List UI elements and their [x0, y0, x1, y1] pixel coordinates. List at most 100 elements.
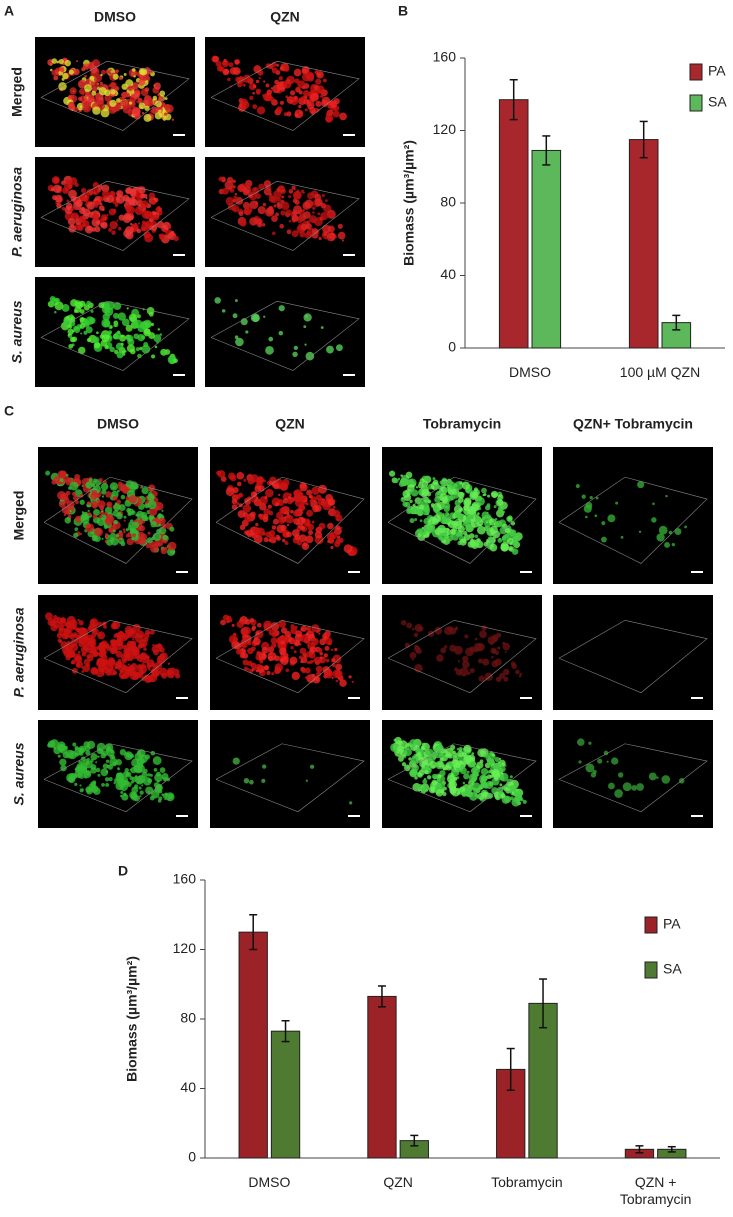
- cell-signal: [93, 514, 98, 519]
- cell-signal: [323, 79, 327, 83]
- cell-signal: [416, 486, 418, 488]
- cell-signal: [321, 503, 324, 506]
- cell-signal: [150, 521, 156, 527]
- cell-signal: [424, 770, 428, 774]
- cell-signal: [462, 481, 470, 489]
- cell-signal: [429, 516, 437, 524]
- cell-signal: [80, 309, 85, 314]
- cell-signal: [259, 653, 267, 661]
- cell-signal: [263, 203, 266, 206]
- cell-signal: [440, 757, 444, 761]
- cell-signal: [257, 623, 262, 628]
- legend-swatch: [690, 95, 702, 111]
- legend-label: SA: [708, 94, 727, 110]
- cell-signal: [457, 792, 460, 795]
- cell-signal: [517, 794, 521, 798]
- cell-signal: [235, 338, 244, 347]
- cell-signal: [499, 758, 501, 760]
- cell-signal: [235, 193, 238, 196]
- cell-signal: [154, 773, 163, 782]
- cell-signal: [493, 770, 500, 777]
- cell-signal: [62, 187, 69, 194]
- y-tick-label: 160: [433, 49, 457, 65]
- cell-signal: [450, 529, 456, 535]
- cell-signal: [476, 796, 479, 799]
- cell-signal: [244, 530, 249, 535]
- cell-signal: [101, 483, 109, 491]
- cell-signal: [273, 483, 279, 489]
- cell-signal: [500, 766, 506, 772]
- cell-signal: [267, 89, 273, 95]
- cell-signal: [240, 220, 247, 227]
- cell-signal: [153, 533, 162, 542]
- cell-signal: [618, 772, 623, 777]
- cell-signal: [157, 221, 164, 228]
- panel-label: C: [4, 403, 14, 419]
- cell-signal: [300, 648, 307, 655]
- cell-signal: [77, 629, 80, 632]
- cell-signal: [321, 326, 324, 329]
- cell-signal: [611, 757, 618, 764]
- cell-signal: [121, 495, 126, 500]
- legend-swatch: [645, 917, 657, 933]
- cell-signal: [499, 538, 501, 540]
- cell-signal: [244, 778, 249, 783]
- cell-signal: [147, 662, 149, 664]
- cell-signal: [232, 504, 238, 510]
- cell-signal: [89, 317, 96, 324]
- cell-signal: [274, 80, 279, 85]
- cell-signal: [303, 313, 311, 321]
- cell-signal: [104, 307, 113, 316]
- cell-signal: [510, 775, 513, 778]
- row-label: Merged: [9, 67, 25, 117]
- y-tick-label: 0: [448, 339, 456, 355]
- cell-signal: [324, 670, 333, 679]
- cell-signal: [55, 298, 60, 303]
- cell-signal: [108, 764, 113, 769]
- cell-signal: [303, 325, 306, 328]
- cell-signal: [145, 87, 150, 92]
- cell-signal: [417, 772, 422, 777]
- cell-signal: [280, 482, 289, 491]
- cell-signal: [403, 492, 407, 496]
- cell-signal: [128, 663, 130, 665]
- cell-signal: [414, 633, 419, 638]
- cell-signal: [136, 757, 144, 765]
- cell-signal: [469, 492, 477, 500]
- cell-signal: [53, 185, 61, 193]
- cell-signal: [118, 227, 122, 231]
- cell-signal: [333, 110, 340, 117]
- cell-signal: [100, 74, 102, 76]
- cell-signal: [92, 780, 96, 784]
- cell-signal: [92, 490, 97, 495]
- cell-signal: [320, 656, 323, 659]
- cell-signal: [161, 793, 164, 796]
- cell-signal: [108, 228, 112, 232]
- cell-signal: [107, 214, 109, 216]
- cell-signal: [90, 619, 95, 624]
- cell-signal: [59, 59, 64, 64]
- cell-signal: [275, 502, 279, 506]
- cell-signal: [118, 312, 126, 320]
- cell-signal: [114, 332, 122, 340]
- cell-signal: [162, 535, 167, 540]
- cell-signal: [214, 297, 221, 304]
- cell-signal: [325, 199, 328, 202]
- y-axis-title: Biomass (µm³/µm²): [401, 140, 417, 266]
- cell-signal: [273, 519, 279, 525]
- cell-signal: [68, 329, 74, 335]
- cell-signal: [116, 220, 118, 222]
- cell-signal: [72, 668, 78, 674]
- cell-signal: [508, 517, 510, 519]
- cell-signal: [124, 73, 127, 76]
- cell-signal: [123, 105, 131, 113]
- cell-signal: [285, 541, 289, 545]
- cell-signal: [487, 495, 490, 498]
- cell-signal: [249, 217, 257, 225]
- cell-signal: [462, 661, 470, 669]
- cell-signal: [460, 539, 467, 546]
- cell-signal: [101, 783, 105, 787]
- cell-signal: [250, 200, 259, 209]
- x-tick-label: DMSO: [480, 364, 580, 381]
